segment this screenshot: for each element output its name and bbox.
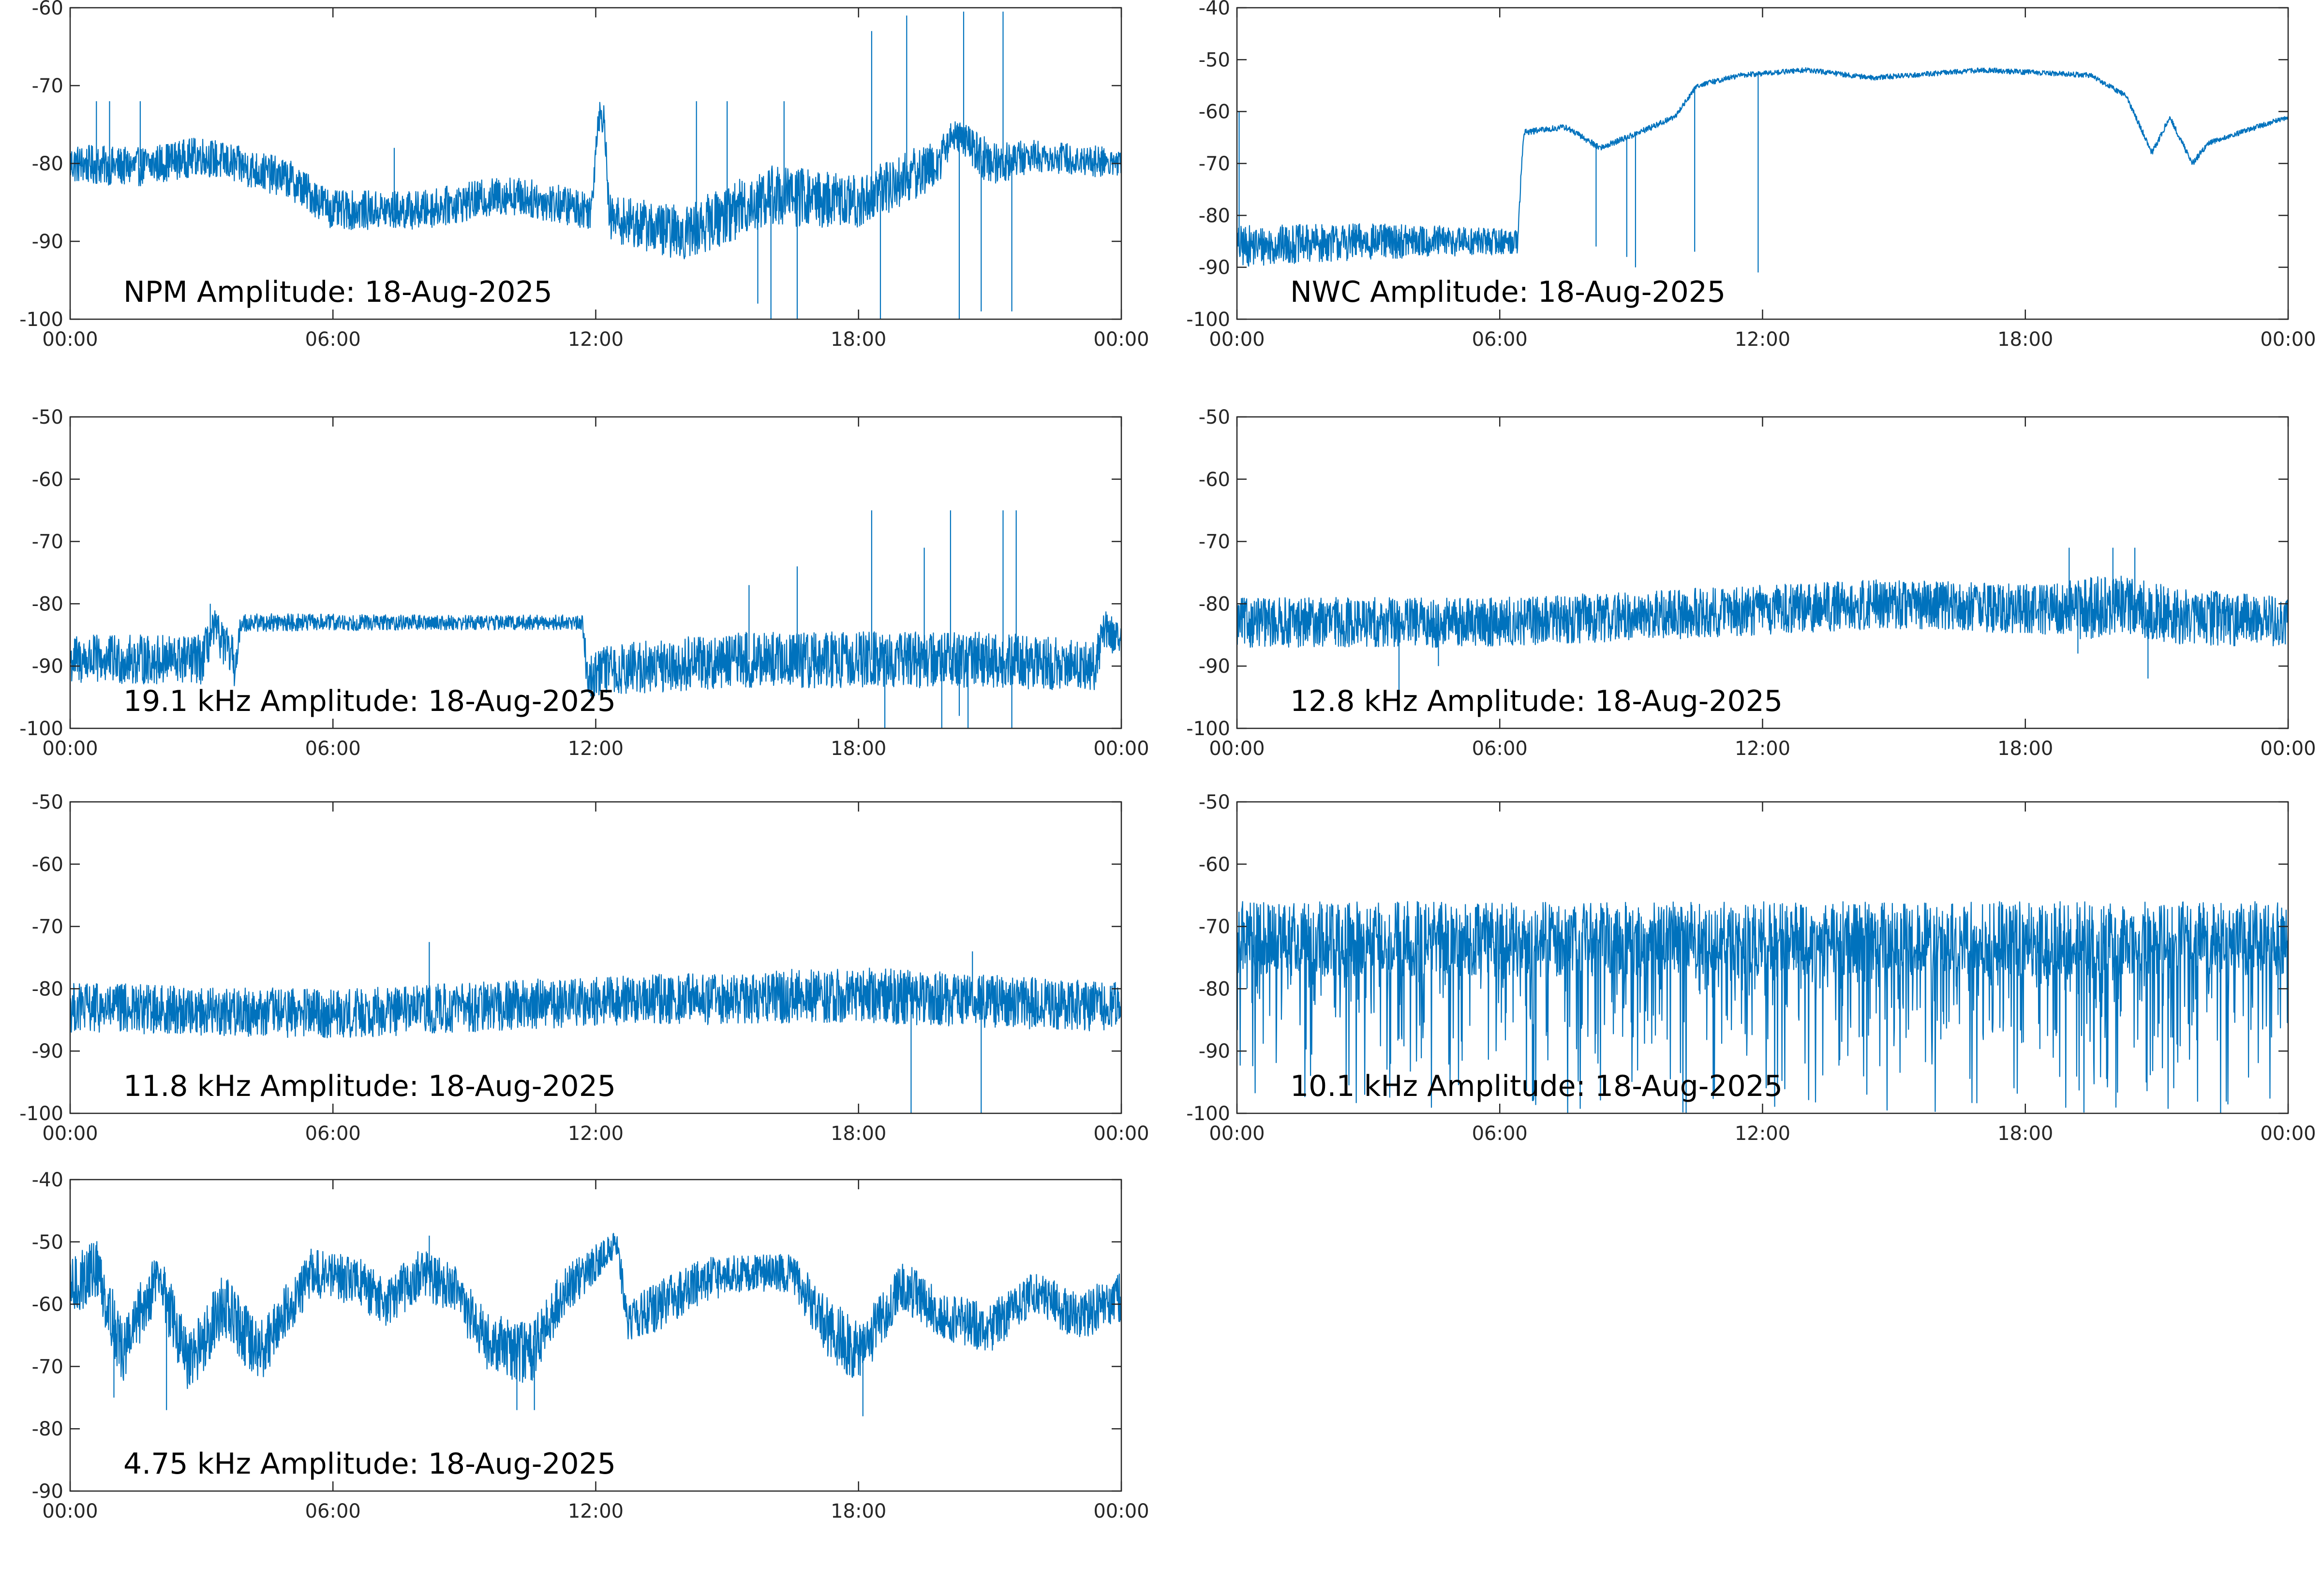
x-tick-label: 00:00 [42, 328, 98, 351]
y-tick-label: -80 [1199, 978, 1230, 1000]
x-tick-label: 18:00 [1997, 1123, 2053, 1145]
panel-3: 00:00 06:00 12:00 18:00 00:00 -50 -60 -70 -80 -90… [19, 406, 1149, 760]
y-tick-label: -80 [32, 593, 63, 615]
x-tick-label: 00:00 [42, 1123, 98, 1145]
x-tick-label: 12:00 [568, 328, 624, 351]
y-tick-label: -100 [19, 309, 63, 331]
y-tick-label: -100 [19, 718, 63, 740]
y-tick-label: -70 [1199, 916, 1230, 938]
series-line [1237, 901, 2288, 1113]
y-tick-label: -100 [1186, 1103, 1230, 1125]
x-tick-label: 18:00 [831, 1123, 886, 1145]
panel-title: 4.75 kHz Amplitude: 18-Aug-2025 [123, 1447, 616, 1481]
x-tick-label: 18:00 [831, 1500, 886, 1522]
y-tick-label: -60 [32, 0, 63, 19]
panel-title: 10.1 kHz Amplitude: 18-Aug-2025 [1290, 1069, 1783, 1103]
x-tick-label: 18:00 [831, 328, 886, 351]
x-tick-label: 18:00 [831, 738, 886, 760]
y-tick-label: -70 [32, 1356, 63, 1378]
x-tick-label: 00:00 [42, 1500, 98, 1522]
x-tick-label: 18:00 [1997, 328, 2053, 351]
x-tick-label: 00:00 [1209, 1123, 1265, 1145]
panel-title: 11.8 kHz Amplitude: 18-Aug-2025 [123, 1069, 616, 1103]
y-tick-label: -40 [32, 1169, 63, 1191]
y-tick-label: -70 [32, 531, 63, 553]
x-tick-label: 06:00 [1472, 1123, 1528, 1145]
y-tick-label: -60 [1199, 101, 1230, 123]
x-tick-label: 06:00 [305, 738, 361, 760]
panel-1: 00:00 06:00 12:00 18:00 00:00 -60 -70 -80 -90 -10… [19, 0, 1149, 351]
y-tick-label: -60 [32, 1294, 63, 1316]
series-line [1237, 547, 2288, 691]
series-line [70, 510, 1121, 728]
panel-4: 00:00 06:00 12:00 18:00 00:00 -50 -60 -70 -80 -90… [1186, 406, 2316, 760]
x-tick-label: 12:00 [568, 1500, 624, 1522]
x-tick-label: 06:00 [305, 1123, 361, 1145]
x-tick-label: 06:00 [1472, 328, 1528, 351]
panel-5: 00:00 06:00 12:00 18:00 00:00 -50 -60 -70 -80 -90… [19, 791, 1149, 1145]
x-tick-label: 00:00 [2260, 1123, 2316, 1145]
y-tick-label: -80 [1199, 205, 1230, 227]
x-tick-label: 00:00 [1209, 738, 1265, 760]
x-tick-label: 12:00 [568, 1123, 624, 1145]
x-tick-label: 00:00 [1093, 1123, 1149, 1145]
x-tick-label: 12:00 [1735, 1123, 1790, 1145]
y-tick-label: -50 [32, 791, 63, 813]
y-tick-label: -70 [32, 75, 63, 97]
y-tick-label: -60 [32, 469, 63, 491]
panel-title: NPM Amplitude: 18-Aug-2025 [123, 275, 552, 309]
panel-6: 00:00 06:00 12:00 18:00 00:00 -50 -60 -70 -80 -90… [1186, 791, 2316, 1145]
x-tick-label: 00:00 [42, 738, 98, 760]
x-tick-label: 00:00 [2260, 328, 2316, 351]
y-tick-label: -70 [1199, 531, 1230, 553]
x-tick-label: 00:00 [2260, 738, 2316, 760]
y-tick-label: -50 [32, 406, 63, 429]
y-tick-label: -50 [1199, 791, 1230, 813]
series-line [70, 12, 1121, 319]
panel-title: 12.8 kHz Amplitude: 18-Aug-2025 [1290, 684, 1783, 718]
x-tick-label: 06:00 [305, 1500, 361, 1522]
y-tick-label: -70 [32, 916, 63, 938]
x-tick-label: 06:00 [1472, 738, 1528, 760]
y-tick-label: -80 [1199, 593, 1230, 615]
y-tick-label: -90 [32, 655, 63, 678]
y-tick-label: -90 [32, 231, 63, 253]
panel-title: NWC Amplitude: 18-Aug-2025 [1290, 275, 1726, 309]
series-line [1237, 67, 2288, 273]
panel-title: 19.1 kHz Amplitude: 18-Aug-2025 [123, 684, 616, 718]
panel-7: 00:00 06:00 12:00 18:00 00:00 -40 -50 -60 -70 -80… [32, 1169, 1149, 1522]
y-tick-label: -60 [1199, 469, 1230, 491]
x-tick-label: 12:00 [1735, 328, 1790, 351]
x-tick-label: 12:00 [568, 738, 624, 760]
y-tick-label: -40 [1199, 0, 1230, 19]
y-tick-label: -80 [32, 1418, 63, 1440]
panel-2: 00:00 06:00 12:00 18:00 00:00 -40 -50 -60 -70 -80… [1186, 0, 2316, 351]
y-tick-label: -50 [1199, 49, 1230, 71]
x-tick-label: 18:00 [1997, 738, 2053, 760]
y-tick-label: -90 [32, 1040, 63, 1063]
x-tick-label: 00:00 [1093, 738, 1149, 760]
y-tick-label: -90 [1199, 257, 1230, 279]
series-line [70, 1233, 1121, 1417]
x-tick-label: 00:00 [1209, 328, 1265, 351]
x-tick-label: 00:00 [1093, 1500, 1149, 1522]
y-tick-label: -100 [1186, 718, 1230, 740]
y-tick-label: -100 [1186, 309, 1230, 331]
y-tick-label: -70 [1199, 153, 1230, 175]
y-tick-label: -60 [1199, 854, 1230, 876]
x-tick-label: 00:00 [1093, 328, 1149, 351]
y-tick-label: -80 [32, 153, 63, 175]
y-tick-label: -90 [1199, 655, 1230, 678]
y-tick-label: -50 [32, 1231, 63, 1254]
x-tick-label: 12:00 [1735, 738, 1790, 760]
y-tick-label: -50 [1199, 406, 1230, 429]
x-tick-label: 06:00 [305, 328, 361, 351]
y-tick-label: -90 [1199, 1040, 1230, 1063]
y-tick-label: -60 [32, 854, 63, 876]
y-tick-label: -100 [19, 1103, 63, 1125]
y-tick-label: -90 [32, 1480, 63, 1503]
y-tick-label: -80 [32, 978, 63, 1000]
series-line [70, 942, 1121, 1113]
